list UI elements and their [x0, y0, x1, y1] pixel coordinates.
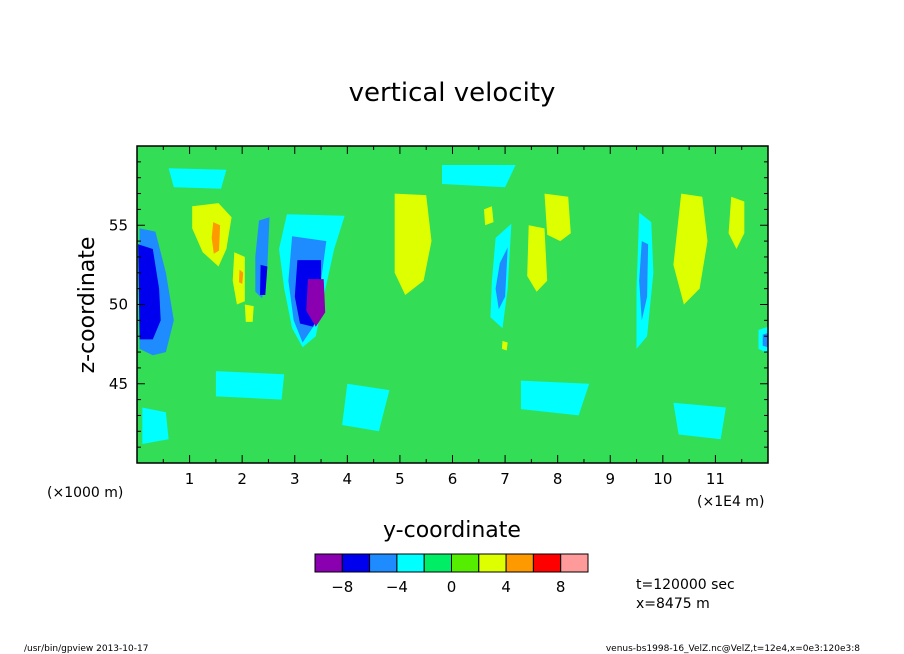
colorbar-swatch — [478, 553, 507, 573]
y-axis-label: z-coordinate — [75, 237, 100, 374]
contour-region-12 — [639, 241, 649, 321]
x-axis-ticks: 1 2 3 4 5 6 7 8 9 10 11 — [162, 146, 769, 488]
contour-region-32 — [442, 165, 516, 188]
contour-region-30 — [520, 380, 590, 416]
x-tick-label: 10 — [653, 470, 672, 488]
contour-region-8 — [260, 264, 268, 295]
contour-region-31 — [673, 402, 726, 440]
plot-area — [137, 146, 768, 463]
colorbar-swatch — [369, 553, 398, 573]
colorbar-swatch — [341, 553, 371, 573]
plot-background — [137, 146, 768, 463]
colorbar-tick-label: 8 — [556, 578, 566, 596]
x-tick-label: 9 — [605, 470, 615, 488]
contour-region-2 — [139, 263, 152, 330]
colorbar-tick-label: −4 — [386, 578, 408, 596]
contour-regions — [138, 165, 768, 444]
colorbar-swatch — [314, 553, 343, 573]
colorbar-swatch — [451, 553, 480, 573]
colorbar-swatch — [423, 553, 453, 573]
contour-region-24 — [484, 206, 494, 226]
x-unit-left: (×1000 m) — [47, 485, 123, 501]
colorbar-swatch — [396, 553, 425, 573]
footer-left: /usr/bin/gpview 2013-10-17 — [24, 644, 148, 654]
position-annotation: x=8475 m — [636, 596, 710, 612]
x-unit-right: (×1E4 m) — [697, 494, 764, 510]
contour-region-27 — [142, 407, 169, 444]
x-tick-label: 11 — [706, 470, 725, 488]
contour-region-14 — [762, 333, 768, 348]
x-tick-label: 8 — [553, 470, 563, 488]
contour-region-17 — [232, 252, 245, 305]
time-annotation: t=120000 sec — [636, 577, 735, 593]
contour-region-7 — [255, 217, 270, 299]
colorbar-swatch — [505, 553, 534, 573]
contour-region-23 — [728, 196, 745, 249]
x-tick-label: 2 — [237, 470, 247, 488]
contour-region-18 — [239, 269, 244, 284]
contour-region-6 — [306, 279, 326, 327]
contour-region-26 — [501, 341, 508, 351]
contour-region-16 — [211, 222, 221, 254]
contour-region-29 — [342, 383, 390, 432]
colorbar-tick-label: 4 — [501, 578, 511, 596]
contour-region-10 — [495, 247, 508, 310]
contour-region-19 — [394, 193, 432, 295]
colorbar-tick-label: −8 — [331, 578, 353, 596]
x-tick-label: 1 — [185, 470, 195, 488]
x-axis-label: y-coordinate — [383, 518, 521, 543]
x-tick-label: 3 — [290, 470, 300, 488]
x-tick-label: 7 — [500, 470, 510, 488]
y-tick-label: 50 — [109, 296, 128, 314]
x-tick-label: 6 — [448, 470, 458, 488]
y-tick-label: 55 — [109, 216, 128, 234]
colorbar-swatch — [560, 553, 589, 573]
contour-region-25 — [244, 304, 254, 322]
contour-region-20 — [544, 193, 571, 242]
contour-region-21 — [527, 225, 548, 292]
chart-title: vertical velocity — [349, 78, 556, 108]
footer-right: venus-bs1998-16_VelZ.nc@VelZ,t=12e4,x=0e… — [606, 644, 860, 654]
colorbar-tick-label: 0 — [447, 578, 457, 596]
y-axis-ticks: 45 50 55 — [109, 161, 768, 448]
contour-region-28 — [215, 371, 285, 400]
y-tick-label: 45 — [109, 375, 128, 393]
x-tick-label: 5 — [395, 470, 405, 488]
colorbar-swatch — [532, 553, 562, 573]
x-tick-label: 4 — [343, 470, 353, 488]
colorbar: −8 −4 0 4 8 — [314, 553, 589, 596]
contour-region-22 — [673, 193, 708, 305]
contour-region-33 — [168, 168, 227, 189]
contour-region-15 — [192, 203, 232, 267]
